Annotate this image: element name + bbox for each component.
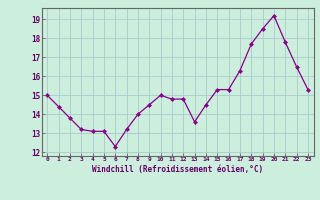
X-axis label: Windchill (Refroidissement éolien,°C): Windchill (Refroidissement éolien,°C) [92, 165, 263, 174]
